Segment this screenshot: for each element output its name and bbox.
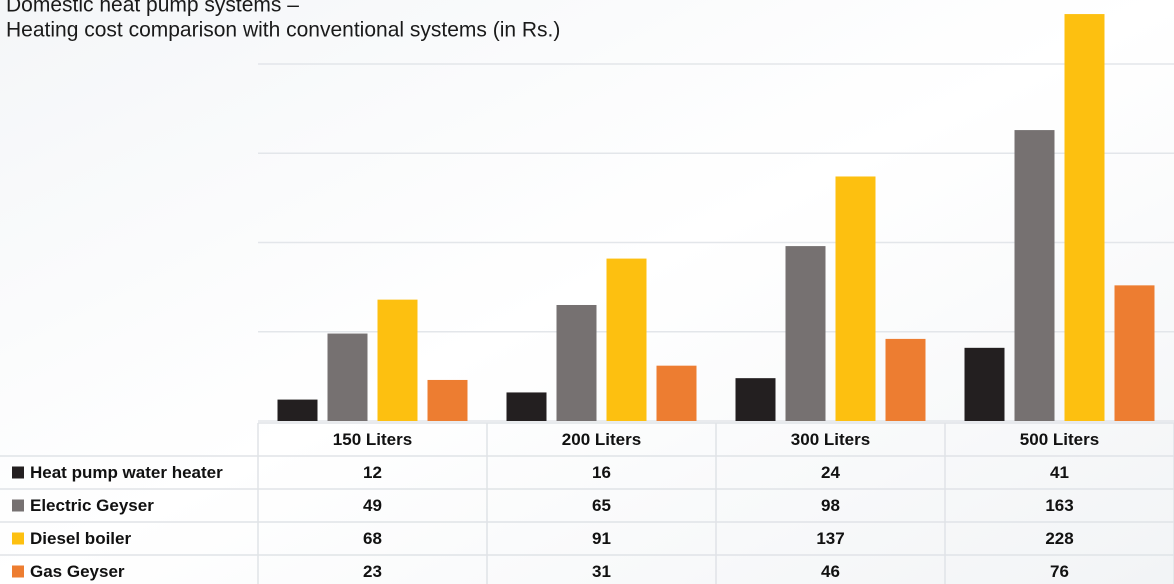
bar xyxy=(377,299,418,421)
legend-label: Electric Geyser xyxy=(30,496,154,515)
legend-swatch xyxy=(12,499,24,512)
table-value: 137 xyxy=(816,529,844,548)
x-tick-label: 150 Liters xyxy=(333,430,412,449)
table-value: 91 xyxy=(592,529,611,548)
table-value: 98 xyxy=(821,496,840,515)
table-value: 24 xyxy=(821,463,840,482)
bar xyxy=(1064,14,1105,421)
table-value: 65 xyxy=(592,496,611,515)
legend-label: Gas Geyser xyxy=(30,562,125,581)
table-value: 228 xyxy=(1045,529,1073,548)
x-tick-label: 200 Liters xyxy=(562,430,641,449)
table-value: 23 xyxy=(363,562,382,581)
bar xyxy=(735,378,776,421)
table-value: 31 xyxy=(592,562,611,581)
table-value: 41 xyxy=(1050,463,1069,482)
bar xyxy=(785,246,826,421)
chart-title: Domestic heat pump systems – xyxy=(6,0,299,17)
legend-swatch xyxy=(12,466,24,479)
x-tick-label: 500 Liters xyxy=(1020,430,1099,449)
bar xyxy=(885,338,926,421)
table-value: 163 xyxy=(1045,496,1073,515)
table-value: 49 xyxy=(363,496,382,515)
bar xyxy=(427,379,468,421)
table-value: 46 xyxy=(821,562,840,581)
bar xyxy=(506,392,547,421)
bar xyxy=(835,176,876,421)
table-value: 76 xyxy=(1050,562,1069,581)
table-value: 68 xyxy=(363,529,382,548)
chart-subtitle: Heating cost comparison with conventiona… xyxy=(6,19,560,42)
bar xyxy=(1114,285,1155,421)
legend-swatch xyxy=(12,532,24,545)
bar xyxy=(964,347,1005,421)
legend-label: Heat pump water heater xyxy=(30,463,223,482)
table-value: 16 xyxy=(592,463,611,482)
legend-label: Diesel boiler xyxy=(30,529,131,548)
bar xyxy=(606,258,647,421)
bar xyxy=(277,399,318,421)
legend-swatch xyxy=(12,565,24,578)
table-value: 12 xyxy=(363,463,382,482)
bar xyxy=(556,304,597,421)
bar xyxy=(327,333,368,421)
bar xyxy=(1014,130,1055,421)
x-tick-label: 300 Liters xyxy=(791,430,870,449)
bar xyxy=(656,365,697,421)
